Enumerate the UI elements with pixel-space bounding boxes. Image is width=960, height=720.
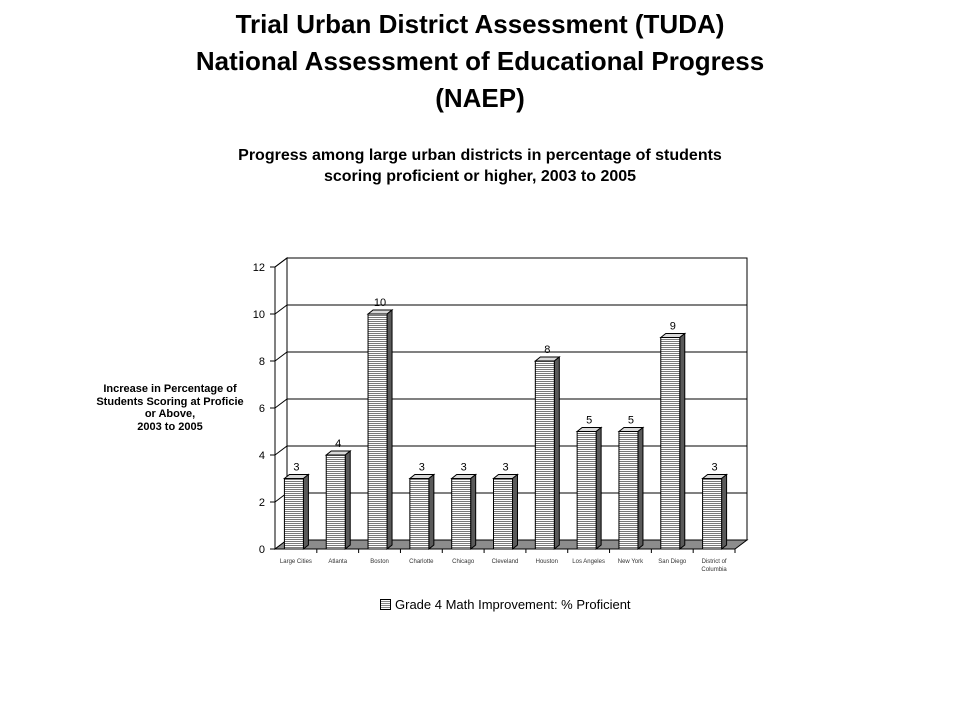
gridline [274,351,747,362]
bar-side-face [637,426,644,551]
bar-data-label: 10 [374,297,386,309]
bar [451,478,472,550]
bar [618,431,639,550]
x-tick-label: San Diego [658,559,687,565]
gridline [274,304,747,315]
x-tick-label: District of [702,559,727,565]
bar [325,454,346,550]
bar-data-label: 5 [586,415,592,427]
bar [367,313,388,550]
bar-side-face [679,332,686,551]
subtitle-line-2: scoring proficient or higher, 2003 to 20… [323,168,637,185]
x-tick-label: Boston [370,559,389,565]
bar-data-label: 3 [461,462,467,474]
bar-side-face [470,473,477,551]
bar [660,337,681,550]
bar-data-label: 3 [712,462,718,474]
y-tick-label: 12 [253,262,265,274]
bar [534,360,555,550]
page-title: Trial Urban District Assessment (TUDA) N… [0,6,960,117]
bar [409,478,430,550]
x-tick-label: Cleveland [492,559,519,565]
y-tick-label: 6 [259,403,265,415]
bar-side-face [721,473,728,551]
y-axis-label-line-3: or Above, [144,408,196,420]
y-tick-label: 0 [259,544,265,556]
y-axis-label-line-1: Increase in Percentage of [103,383,237,395]
bar-data-label: 3 [502,462,508,474]
x-tick-label: Large Cities [280,559,312,565]
bar-data-label: 3 [293,462,299,474]
bar-side-face [512,473,518,551]
bar [702,478,723,550]
y-tick-label: 10 [253,309,265,321]
subtitle-line-1: Progress among large urban districts in … [238,147,722,164]
y-axis-label-line-2: Students Scoring at Proficie [96,395,244,408]
gridline [274,398,747,409]
x-tick-label: Chicago [452,559,475,565]
bar-side-face [344,449,351,551]
y-tick-label: 8 [259,356,265,368]
legend-swatch [380,598,391,610]
bar-side-face [553,355,560,551]
bar-data-label: 4 [335,438,341,450]
y-axis-label: Increase in Percentage of Students Scori… [90,383,250,433]
x-tick-label: Columbia [701,567,727,573]
title-line-1: Trial Urban District Assessment (TUDA) [235,9,725,39]
y-tick-label: 4 [259,450,265,462]
x-tick-label: New York [618,559,644,565]
bar-data-label: 9 [670,321,676,333]
x-tick-label: Houston [536,559,558,565]
bar-side-face [428,473,435,551]
title-line-3: (NAEP) [435,83,525,113]
legend-label: Grade 4 Math Improvement: % Proficient [395,596,631,612]
x-tick-label: Atlanta [328,559,347,565]
bar-data-label: 8 [544,344,550,356]
chart-legend: Grade 4 Math Improvement: % Proficient [380,596,631,612]
bar-data-label: 3 [419,462,425,474]
title-line-2: National Assessment of Educational Progr… [195,46,765,76]
bar-side-face [595,426,602,551]
gridline [274,257,747,268]
bar [576,431,597,550]
x-tick-label: Charlotte [409,559,434,565]
bar [493,478,513,550]
bar [283,478,304,550]
bar-side-face [386,308,393,551]
y-axis-label-line-4: 2003 to 2005 [137,420,203,433]
bar-side-face [302,473,309,551]
page-subtitle: Progress among large urban districts in … [0,145,960,187]
y-tick-label: 2 [259,497,265,509]
bar-data-label: 5 [628,415,634,427]
x-tick-label: Los Angeles [572,559,605,565]
